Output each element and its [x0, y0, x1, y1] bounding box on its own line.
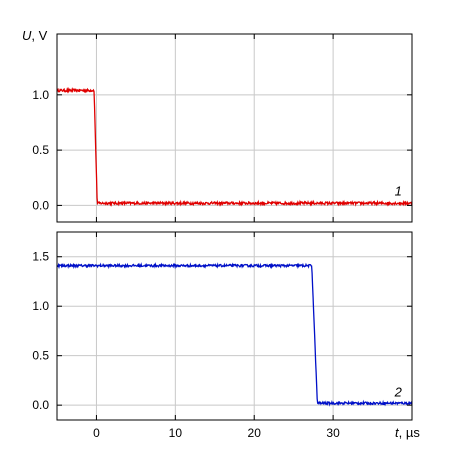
curve-label-1: 1 [395, 183, 402, 198]
bottom-y-tick-labels: 0.0 0.5 1.0 1.5 [32, 250, 49, 412]
x-axis-symbol: t [395, 425, 400, 440]
y-tick-label: 1.0 [32, 88, 49, 102]
x-axis-label: t, µs [395, 425, 420, 440]
y-tick-label: 1.0 [32, 299, 49, 313]
top-gridlines [57, 34, 412, 222]
curve-label-2: 2 [394, 384, 403, 399]
bottom-tick-marks [57, 232, 412, 420]
y-tick-label: 0.5 [32, 143, 49, 157]
top-y-tick-labels: 0.0 0.5 1.0 [32, 88, 49, 213]
x-tick-label: 10 [169, 426, 183, 440]
x-tick-label: 0 [93, 426, 100, 440]
top-y-axis-symbol: U [22, 28, 32, 43]
bottom-x-tick-labels: 0 10 20 30 [93, 426, 340, 440]
top-panel: 0.0 0.5 1.0 U, V 1 [22, 28, 413, 223]
x-axis-unit: , µs [399, 425, 421, 440]
y-tick-label: 1.5 [32, 250, 49, 264]
y-tick-label: 0.0 [32, 198, 49, 212]
bottom-plot-frame [56, 231, 413, 421]
bottom-panel: 0.0 0.5 1.0 1.5 0 10 20 30 t, µs 2 [32, 231, 420, 440]
x-tick-label: 20 [248, 426, 262, 440]
bottom-signal-trace-2 [56, 262, 413, 407]
top-y-axis-unit: , V [31, 28, 47, 43]
x-tick-label: 30 [326, 426, 340, 440]
y-tick-label: 0.0 [32, 398, 49, 412]
y-tick-label: 0.5 [32, 349, 49, 363]
top-tick-marks [57, 34, 412, 222]
top-plot-frame [56, 33, 413, 223]
bottom-gridlines [57, 232, 412, 420]
top-y-axis-label: U, V [22, 28, 48, 43]
top-signal-trace-1 [56, 86, 413, 207]
